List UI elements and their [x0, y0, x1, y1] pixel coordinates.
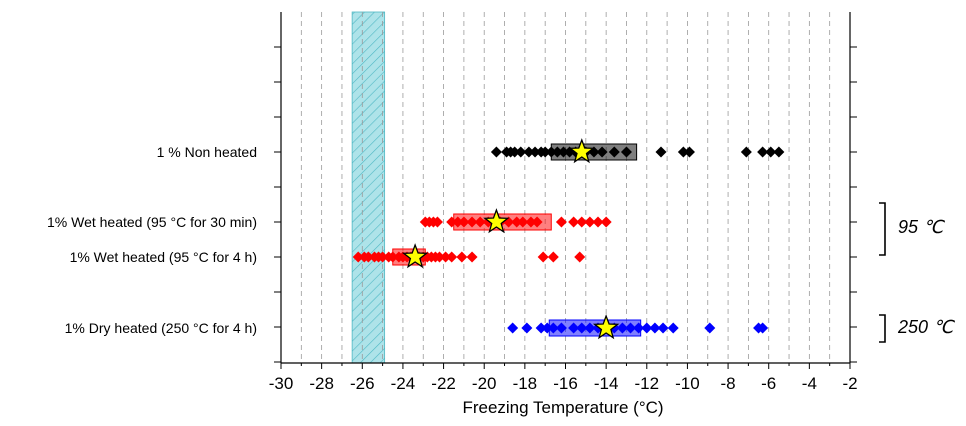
data-point	[574, 251, 586, 263]
data-point	[655, 146, 667, 158]
data-point	[466, 251, 478, 263]
data-point	[568, 322, 580, 334]
data-point	[740, 146, 752, 158]
data-point	[490, 146, 502, 158]
shaded-band	[351, 11, 386, 364]
x-tick-label: -30	[269, 374, 294, 393]
data-point	[592, 216, 604, 228]
median-star	[483, 208, 510, 234]
data-point	[541, 322, 553, 334]
data-point	[555, 322, 567, 334]
data-point	[431, 216, 443, 228]
data-point	[757, 322, 769, 334]
data-point	[620, 146, 632, 158]
data-point	[515, 146, 527, 158]
median-star	[568, 138, 596, 164]
data-point	[584, 322, 596, 334]
data-point	[507, 322, 519, 334]
x-tick-label: -16	[553, 374, 578, 393]
group-label: 250 ℃	[897, 317, 955, 337]
data-point	[704, 322, 716, 334]
x-tick-label: -10	[675, 374, 700, 393]
data-point	[576, 322, 588, 334]
data-point	[616, 322, 628, 334]
group-bracket	[879, 202, 886, 256]
x-tick-label: -14	[594, 374, 619, 393]
data-point	[677, 146, 689, 158]
data-point	[551, 146, 563, 158]
data-point	[657, 322, 669, 334]
data-point	[576, 216, 588, 228]
group-bracket	[879, 314, 886, 343]
x-tick-label: -12	[634, 374, 659, 393]
data-point	[547, 251, 559, 263]
data-point	[773, 146, 785, 158]
data-point	[446, 216, 458, 228]
data-point	[683, 146, 695, 158]
data-point	[547, 322, 559, 334]
data-point	[440, 251, 452, 263]
category-label: 1% Wet heated (95 °C for 4 h)	[70, 249, 257, 265]
data-point	[545, 146, 557, 158]
data-point	[446, 251, 458, 263]
data-point	[517, 216, 529, 228]
data-point	[531, 216, 543, 228]
data-point	[521, 322, 533, 334]
data-point	[625, 322, 637, 334]
category-label: 1% Dry heated (250 °C for 4 h)	[65, 320, 257, 336]
data-point	[529, 146, 541, 158]
data-point	[377, 251, 389, 263]
category-label: 1 % Non heated	[157, 144, 257, 160]
data-point	[555, 216, 567, 228]
data-point	[434, 251, 446, 263]
x-tick-label: -6	[761, 374, 776, 393]
data-point	[633, 322, 645, 334]
x-tick-label: -18	[513, 374, 538, 393]
data-point	[641, 322, 653, 334]
data-point	[466, 216, 478, 228]
data-point	[765, 146, 777, 158]
data-point	[757, 146, 769, 158]
median-star	[401, 243, 429, 269]
data-point	[667, 322, 679, 334]
data-point	[537, 251, 549, 263]
category-label: 1% Wet heated (95 °C for 30 min)	[47, 214, 257, 230]
data-point	[539, 146, 551, 158]
x-tick-label: -20	[472, 374, 497, 393]
data-point	[525, 216, 537, 228]
data-point	[458, 216, 470, 228]
data-point	[535, 322, 547, 334]
median-star	[592, 314, 620, 340]
group-label: 95 ℃	[898, 217, 945, 237]
x-tick-label: -4	[802, 374, 817, 393]
data-point	[649, 322, 661, 334]
data-point	[557, 146, 569, 158]
data-point	[387, 251, 399, 263]
data-point	[511, 216, 523, 228]
data-point	[584, 216, 596, 228]
data-point	[474, 216, 486, 228]
data-point	[509, 146, 521, 158]
x-tick-label: -8	[721, 374, 736, 393]
data-point	[352, 251, 364, 263]
data-point	[456, 251, 468, 263]
x-tick-label: -26	[350, 374, 375, 393]
data-point	[568, 216, 580, 228]
x-tick-label: -28	[309, 374, 334, 393]
x-tick-label: -22	[431, 374, 456, 393]
data-point	[362, 251, 374, 263]
data-point	[600, 216, 612, 228]
x-tick-label: -2	[842, 374, 857, 393]
x-axis-title: Freezing Temperature (°C)	[462, 398, 663, 417]
data-point	[596, 146, 608, 158]
data-point	[523, 146, 535, 158]
data-point	[608, 146, 620, 158]
x-tick-label: -24	[391, 374, 416, 393]
data-point	[452, 216, 464, 228]
